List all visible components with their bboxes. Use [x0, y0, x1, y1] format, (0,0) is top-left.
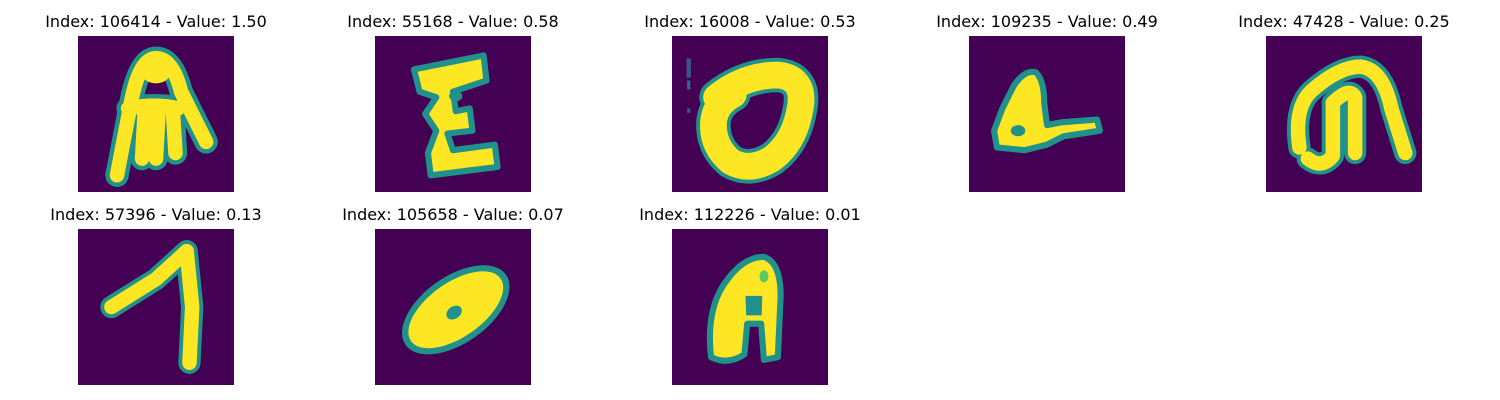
glyph-a-narrow — [672, 229, 828, 385]
panel-title: Index: 57396 - Value: 0.13 — [50, 205, 262, 224]
image-panel: Index: 109235 - Value: 0.49 — [917, 12, 1177, 192]
glyph-image — [78, 229, 234, 385]
panel-title: Index: 55168 - Value: 0.58 — [347, 12, 559, 31]
glyph-seven — [78, 229, 234, 385]
glyph-image — [672, 36, 828, 192]
glyph-zero-oval — [375, 229, 531, 385]
glyph-image — [1266, 36, 1422, 192]
glyph-zero-ring — [672, 36, 828, 192]
glyph-e-blocky — [375, 36, 531, 192]
glyph-image — [969, 36, 1125, 192]
panel-title: Index: 106414 - Value: 1.50 — [45, 12, 267, 31]
image-panel: Index: 55168 - Value: 0.58 — [323, 12, 583, 192]
panel-title: Index: 109235 - Value: 0.49 — [936, 12, 1158, 31]
image-panel: Index: 47428 - Value: 0.25 — [1214, 12, 1474, 192]
panel-title: Index: 105658 - Value: 0.07 — [342, 205, 564, 224]
panel-title: Index: 112226 - Value: 0.01 — [639, 205, 861, 224]
image-panel: Index: 57396 - Value: 0.13 — [26, 205, 286, 385]
glyph-a-tall — [78, 36, 234, 192]
glyph-l-blob — [969, 36, 1125, 192]
image-panel: Index: 112226 - Value: 0.01 — [620, 205, 880, 385]
panel-title: Index: 16008 - Value: 0.53 — [644, 12, 856, 31]
image-panel: Index: 16008 - Value: 0.53 — [620, 12, 880, 192]
glyph-image — [375, 229, 531, 385]
image-panel: Index: 105658 - Value: 0.07 — [323, 205, 583, 385]
panel-title: Index: 47428 - Value: 0.25 — [1238, 12, 1450, 31]
image-panel: Index: 106414 - Value: 1.50 — [26, 12, 286, 192]
glyph-image — [375, 36, 531, 192]
glyph-image — [78, 36, 234, 192]
glyph-a-loop — [1266, 36, 1422, 192]
glyph-image — [672, 229, 828, 385]
